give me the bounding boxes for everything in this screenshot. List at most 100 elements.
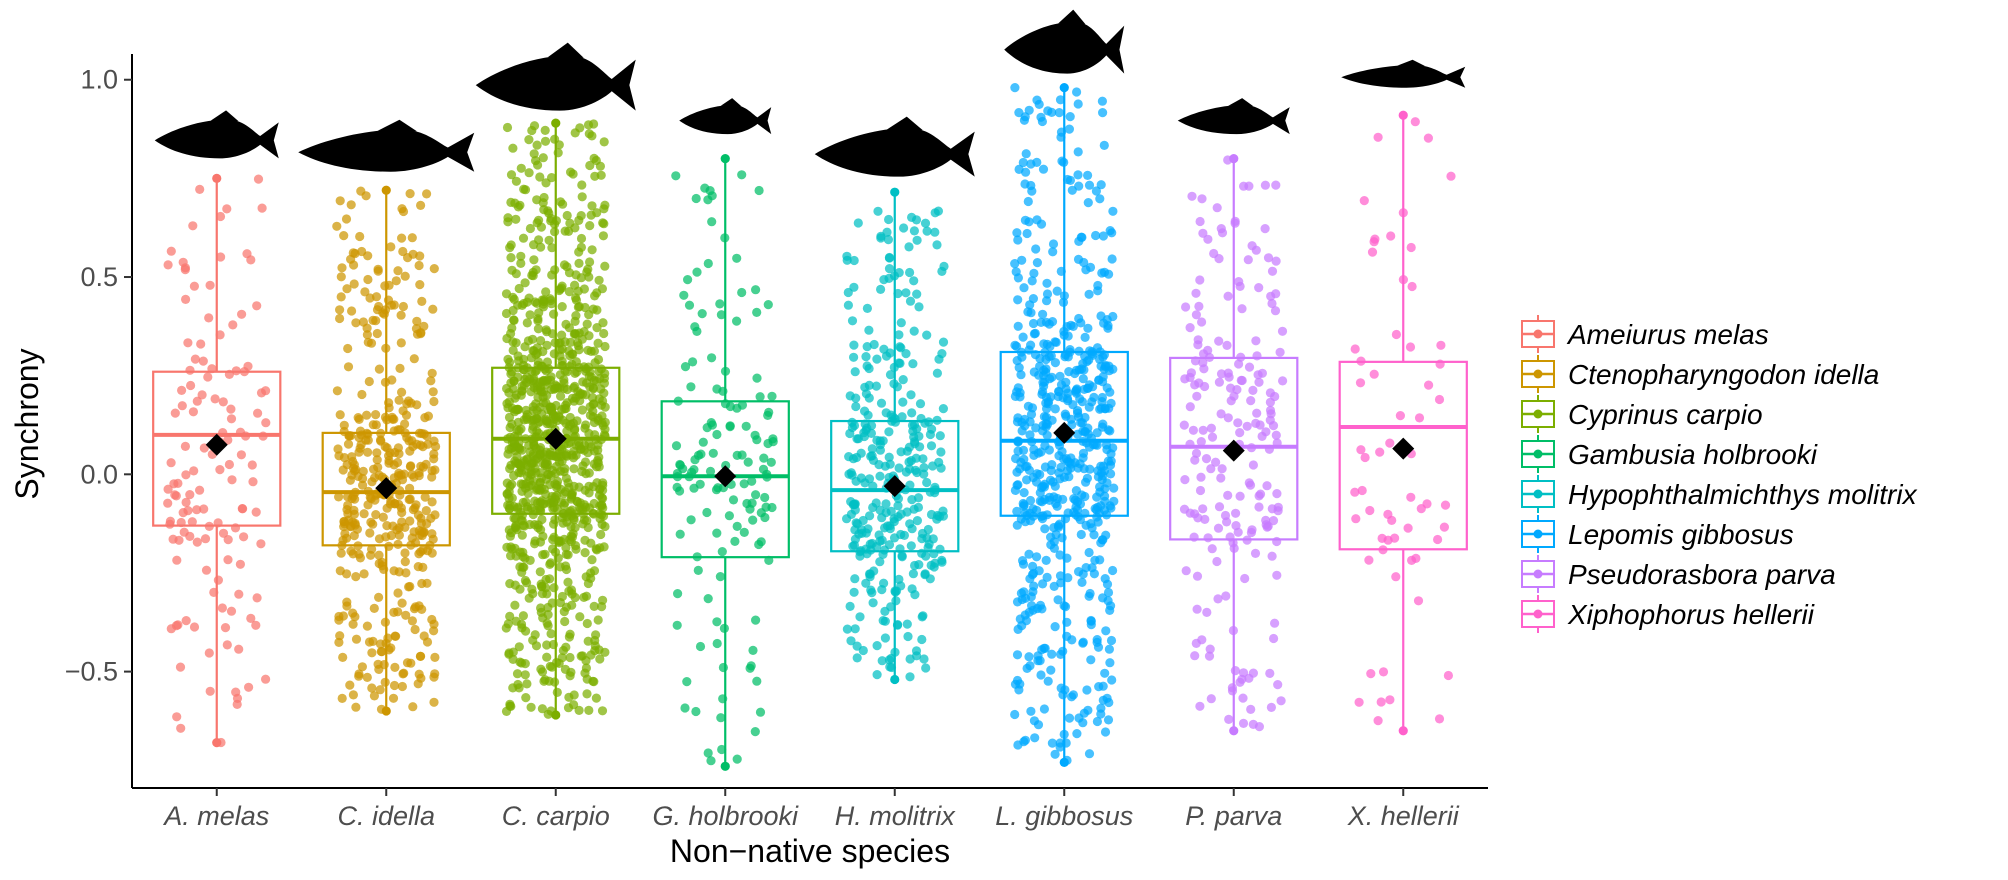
data-point — [524, 440, 534, 450]
data-point — [217, 603, 227, 613]
data-point — [540, 364, 550, 374]
data-point — [912, 516, 923, 526]
data-point — [1012, 228, 1022, 238]
whisker-max-point — [212, 173, 222, 183]
data-point — [1365, 505, 1375, 516]
whisker-max-point — [381, 185, 391, 195]
data-point — [1050, 749, 1060, 759]
data-point — [574, 345, 584, 355]
data-point — [389, 566, 399, 576]
data-point — [692, 267, 702, 277]
legend-item-2: Cyprinus carpio — [1521, 395, 1763, 433]
data-point — [505, 243, 515, 253]
data-point — [1082, 685, 1092, 695]
fish-body-shape — [814, 128, 975, 177]
data-point — [697, 309, 707, 319]
data-point — [679, 290, 689, 300]
data-point — [343, 343, 353, 354]
data-point — [1364, 555, 1374, 565]
y-tick-label: 1.0 — [80, 65, 118, 95]
data-point — [405, 516, 415, 526]
data-point — [1055, 371, 1065, 381]
data-point — [335, 196, 345, 206]
data-point — [717, 547, 727, 557]
data-point — [519, 354, 529, 364]
data-point — [857, 528, 867, 538]
data-point — [530, 297, 540, 307]
data-point — [573, 338, 583, 348]
data-point — [747, 476, 757, 486]
data-point — [561, 549, 571, 560]
data-point — [397, 681, 407, 692]
data-point — [843, 300, 854, 310]
data-point — [535, 172, 545, 182]
data-point — [521, 626, 531, 636]
data-point — [539, 499, 549, 509]
data-point — [1238, 693, 1248, 703]
data-point — [549, 503, 559, 513]
data-point — [884, 273, 894, 283]
data-point — [1037, 483, 1047, 493]
data-point — [737, 170, 747, 180]
data-point — [557, 330, 567, 340]
data-point — [581, 364, 591, 374]
data-point — [205, 280, 215, 290]
data-point — [506, 460, 516, 470]
data-point — [1190, 356, 1201, 366]
data-point — [1016, 347, 1026, 357]
data-point — [1395, 411, 1405, 421]
data-point — [1054, 386, 1064, 396]
data-point — [550, 338, 560, 348]
fish-fin-shape — [886, 116, 923, 131]
data-point — [1414, 413, 1425, 423]
data-point — [921, 663, 931, 673]
data-point — [1037, 389, 1047, 399]
data-point — [1266, 702, 1276, 713]
data-point — [540, 125, 550, 135]
data-point — [540, 136, 551, 146]
data-point — [1190, 455, 1200, 465]
data-point — [384, 541, 394, 552]
data-point — [1012, 417, 1023, 427]
data-point — [1027, 276, 1037, 286]
data-point — [1195, 485, 1206, 496]
data-point — [514, 283, 524, 294]
data-point — [575, 612, 585, 622]
data-point — [899, 223, 909, 233]
data-point — [1061, 738, 1071, 748]
data-point — [336, 292, 346, 302]
data-point — [1083, 323, 1093, 333]
data-point — [884, 655, 895, 665]
data-point — [227, 475, 237, 485]
data-point — [1077, 397, 1087, 407]
data-point — [348, 248, 358, 258]
data-point — [1042, 339, 1052, 349]
data-point — [1436, 340, 1446, 350]
data-point — [1232, 385, 1242, 395]
data-point — [1047, 738, 1057, 748]
data-point — [1252, 351, 1262, 361]
data-point — [362, 330, 372, 340]
data-point — [1192, 391, 1202, 401]
data-point — [1020, 421, 1030, 431]
data-point — [200, 534, 211, 544]
data-point — [1017, 255, 1027, 265]
fish-silhouettes — [154, 9, 1466, 177]
data-point — [367, 683, 377, 693]
data-point — [917, 612, 927, 622]
data-point — [1037, 497, 1047, 507]
data-point — [867, 444, 877, 454]
data-point — [381, 343, 391, 353]
data-point — [521, 405, 531, 415]
data-point — [251, 620, 261, 630]
data-point — [180, 265, 190, 275]
data-point — [166, 458, 176, 468]
data-point — [559, 383, 569, 394]
data-point — [256, 388, 267, 398]
data-point — [562, 210, 572, 221]
data-point — [849, 352, 859, 362]
data-point — [1179, 504, 1190, 514]
data-point — [567, 505, 577, 515]
data-point — [514, 642, 524, 652]
data-point — [357, 662, 367, 672]
